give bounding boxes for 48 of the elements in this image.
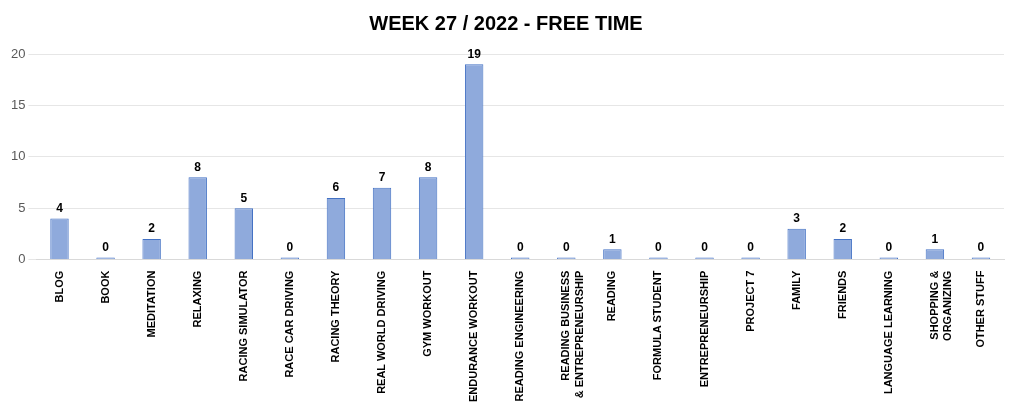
x-tick-label: READING ENGINEERING <box>513 270 526 402</box>
x-tick-label: READING BUSINESS & ENTREPRENEURSHIP <box>559 270 585 399</box>
x-tick-label: RACE CAR DRIVING <box>282 270 295 378</box>
x-tick-label: BLOG <box>52 270 65 303</box>
x-tick-label: LANGUAGE LEARNING <box>881 270 894 395</box>
data-label: 4 <box>56 200 64 215</box>
x-tick-label: MEDITATION <box>144 270 157 338</box>
y-tick-label: 15 <box>10 96 26 112</box>
x-tick-label: ENTREPRENEURSHIP <box>697 270 710 388</box>
x-tick-label: SHOPPING & ORGANIZING <box>927 270 954 341</box>
data-label: 8 <box>424 159 432 174</box>
data-label: 5 <box>240 190 248 205</box>
data-label: 1 <box>609 231 617 246</box>
data-label: 0 <box>102 239 110 254</box>
data-label: 0 <box>885 239 893 254</box>
x-tick-label: ENDURANCE WORKOUT <box>467 270 480 403</box>
data-label: 0 <box>655 239 663 254</box>
x-tick-label: RACING SIMULATOR <box>236 270 249 382</box>
x-tick-label: FORMULA STUDENT <box>651 270 664 381</box>
data-label: 0 <box>562 239 570 254</box>
x-tick-label: READING <box>605 270 618 322</box>
x-tick-label: RELAXING <box>190 270 203 328</box>
x-tick-label: FAMILY <box>789 269 802 310</box>
data-label: 0 <box>286 239 294 254</box>
data-label: 2 <box>148 221 156 236</box>
data-label: 0 <box>977 239 985 254</box>
data-label: 0 <box>747 239 755 254</box>
data-label: 0 <box>701 239 709 254</box>
data-label: 7 <box>378 169 386 184</box>
x-tick-label: BOOK <box>98 270 111 304</box>
data-label: 19 <box>467 46 482 61</box>
data-label: 2 <box>839 221 847 236</box>
x-tick-label: FRIENDS <box>835 270 848 319</box>
data-label: 3 <box>793 211 801 226</box>
data-label: 1 <box>931 231 939 246</box>
x-tick-label: OTHER STUFF <box>973 270 986 348</box>
x-tick-label: REAL WORLD DRIVING <box>375 270 388 394</box>
y-tick-label: 0 <box>18 251 26 267</box>
y-tick-label: 10 <box>10 148 26 164</box>
y-tick-label: 5 <box>18 199 26 215</box>
chart-title: WEEK 27 / 2022 - FREE TIME <box>369 11 643 34</box>
x-tick-label: PROJECT 7 <box>743 270 756 332</box>
data-label: 8 <box>194 159 202 174</box>
y-tick-label: 20 <box>10 45 26 61</box>
data-label: 6 <box>332 180 340 195</box>
x-tick-label: GYM WORKOUT <box>421 270 434 357</box>
x-tick-label: RACING THEORY <box>328 269 341 363</box>
data-label: 0 <box>516 239 524 254</box>
